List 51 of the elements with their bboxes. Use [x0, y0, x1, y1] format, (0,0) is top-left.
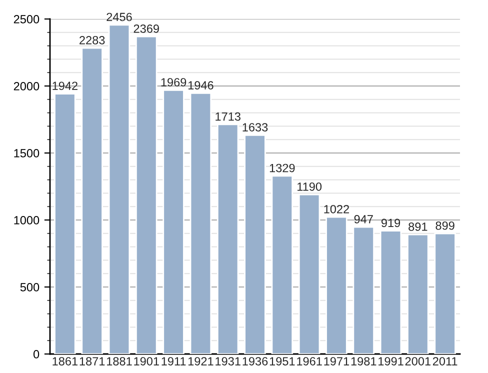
bar	[407, 234, 429, 354]
data-label: 2283	[80, 36, 105, 44]
data-label: 1022	[324, 204, 349, 214]
x-tick-label: 1936	[242, 357, 268, 366]
x-tick-label: 1861	[52, 357, 78, 366]
data-label: 2369	[134, 24, 159, 33]
data-label: 891	[408, 222, 428, 231]
bar	[162, 89, 184, 354]
data-label: 1946	[188, 81, 214, 90]
bar	[190, 92, 212, 354]
x-tick-label: 1981	[351, 357, 376, 366]
data-label: 1713	[216, 112, 240, 121]
x-tick-label: 1971	[324, 357, 350, 366]
bar	[352, 226, 374, 354]
data-label: 947	[354, 215, 373, 224]
bar	[380, 230, 402, 354]
bar	[434, 232, 456, 354]
x-tick-label: 1951	[270, 357, 295, 366]
bar	[136, 36, 158, 354]
x-tick-label: 2001	[405, 357, 430, 366]
y-tick-label: 1000	[14, 216, 40, 224]
bar	[244, 134, 266, 354]
y-tick-label: 1500	[14, 149, 40, 158]
data-label: 899	[436, 221, 454, 230]
y-tick-label: 0	[33, 350, 40, 358]
x-tick-label: 1901	[134, 357, 159, 366]
y-tick-label: 2500	[14, 15, 40, 24]
data-label: 1329	[270, 164, 295, 172]
bar	[54, 93, 76, 354]
x-tick-label: 1881	[107, 357, 132, 366]
x-tick-label: 1921	[188, 357, 214, 366]
x-tick-label: 1911	[162, 357, 186, 366]
y-tick-label: 500	[20, 283, 40, 292]
data-label: 919	[381, 218, 400, 228]
bar	[298, 194, 320, 354]
data-label: 1190	[298, 182, 322, 191]
x-tick-label: 1991	[378, 357, 404, 366]
x-tick-label: 1871	[80, 357, 105, 366]
y-tick-label: 2000	[14, 82, 40, 90]
x-tick-label: 1961	[297, 357, 322, 366]
bar	[216, 124, 239, 354]
bar	[108, 24, 130, 354]
bar	[271, 175, 294, 354]
bar	[81, 47, 103, 354]
bar	[326, 216, 348, 354]
data-label: 1942	[52, 82, 78, 90]
data-label: 1633	[242, 123, 268, 132]
data-label: 2456	[106, 12, 132, 22]
data-label: 1969	[161, 78, 186, 86]
x-tick-label: 1931	[216, 357, 240, 366]
x-tick-label: 2011	[432, 357, 458, 366]
